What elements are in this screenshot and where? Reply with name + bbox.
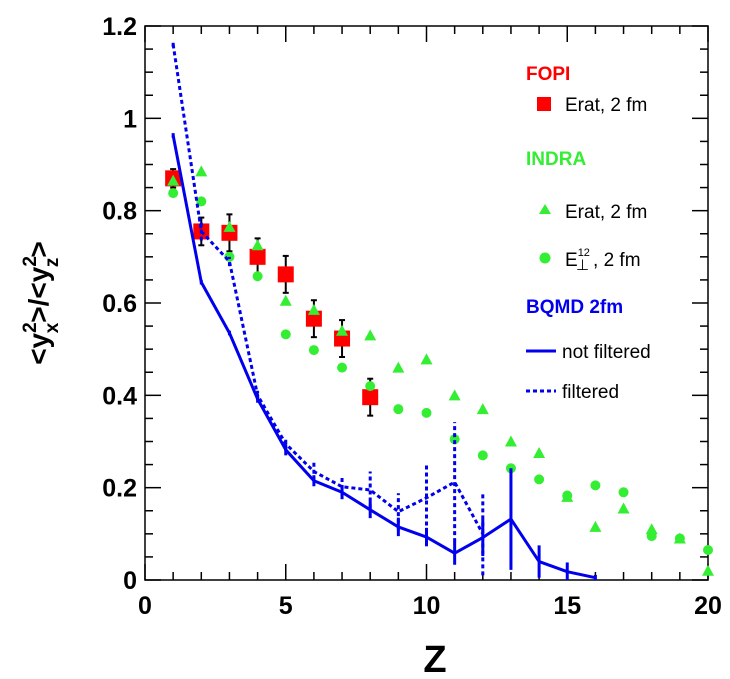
indra-triangle-point: [702, 564, 714, 576]
indra-triangle-point: [364, 329, 377, 341]
legend-marker-indra-triangle: [539, 204, 551, 214]
indra-triangle-point: [251, 239, 264, 251]
y-axis-title-prefix: <y: [23, 332, 54, 364]
indra-circle-point: [562, 490, 573, 501]
y-axis-title-sub1: x: [42, 322, 63, 333]
legend-label-indra-eperp-base: E: [565, 250, 578, 271]
indra-circle-point: [365, 381, 376, 392]
legend-marker-fopi-square: [537, 97, 551, 111]
indra-triangle-point: [476, 403, 489, 415]
indra-circle-point: [252, 271, 263, 282]
indra-triangle-point: [307, 303, 320, 315]
indra-circle-point: [308, 345, 319, 356]
indra-circle-point: [534, 474, 545, 485]
indra-circle-point: [703, 544, 713, 555]
legend-title-bqmd: BQMD 2fm: [526, 297, 623, 318]
indra-circle-point: [477, 450, 488, 461]
indra-circle-point: [674, 533, 685, 544]
indra-triangle-point: [420, 353, 433, 365]
series-0: [165, 168, 379, 417]
indra-circle-point: [590, 480, 601, 491]
y-axis-title-suffix: >: [23, 241, 54, 257]
indra-circle-point: [449, 434, 460, 445]
axis-tick-labels: 0 5 10 15 20 0 0.2 0.4 0.6 0.8 1 1.2: [102, 13, 722, 620]
x-axis-title: Z: [423, 639, 446, 679]
fopi-point: [362, 389, 379, 406]
legend-label-indra-eperp: E12 ⊥, 2 fm: [565, 247, 641, 274]
y-tick-label: 0.2: [102, 475, 137, 503]
x-tick-label: 5: [279, 592, 293, 620]
legend-label-fopi-erat: Erat, 2 fm: [565, 95, 647, 116]
indra-triangle-point: [167, 174, 180, 186]
indra-triangle-point: [392, 361, 405, 373]
legend-label-filtered: filtered: [562, 382, 619, 403]
indra-triangle-point: [645, 523, 658, 535]
indra-circle-point: [618, 487, 629, 498]
legend-title-fopi: FOPI: [526, 64, 570, 85]
indra-triangle-point: [448, 389, 461, 401]
legend-label-indra-eperp-tail: , 2 fm: [593, 250, 641, 271]
axis-ticks: [144, 25, 709, 581]
indra-triangle-point: [336, 324, 349, 336]
indra-circle-point: [421, 407, 432, 418]
indra-circle-point: [196, 196, 207, 207]
fopi-point: [277, 266, 294, 283]
x-tick-label: 0: [138, 592, 152, 620]
series-2: [168, 188, 713, 555]
legend-marker-indra-circle: [539, 252, 551, 264]
series-4: [171, 42, 485, 576]
indra-triangle-point: [589, 520, 602, 532]
y-axis-title: <y2x>/<y2z>: [20, 241, 63, 365]
indra-circle-point: [337, 362, 348, 373]
indra-circle-point: [168, 188, 179, 199]
indra-triangle-point: [195, 165, 208, 177]
y-axis-title-sup1: 2: [20, 322, 41, 333]
fopi-point: [249, 248, 266, 265]
y-tick-label: 0.6: [102, 290, 137, 318]
indra-circle-point: [393, 404, 404, 415]
legend-label-indra-eperp-sup: 12: [578, 247, 590, 259]
x-tick-label: 15: [553, 592, 581, 620]
legend-label-indra-eperp-sub: ⊥: [576, 257, 589, 274]
filtered-line: [171, 44, 485, 535]
indra-circle-point: [646, 531, 657, 542]
indra-triangle-point: [533, 447, 546, 459]
legend-title-indra: INDRA: [526, 149, 586, 170]
x-tick-label: 20: [694, 592, 722, 620]
y-axis-title-mid: >/<y: [23, 266, 54, 322]
y-tick-label: 0: [123, 567, 137, 595]
y-tick-label: 0.8: [102, 198, 137, 226]
y-axis-title-sub2: z: [42, 258, 63, 268]
x-tick-label: 10: [413, 592, 441, 620]
y-tick-label: 1: [123, 105, 137, 133]
legend: FOPI Erat, 2 fm INDRA Erat, 2 fm E12 ⊥, 2…: [526, 64, 651, 403]
y-tick-label: 0.4: [102, 382, 137, 410]
series-1: [167, 165, 714, 576]
legend-label-indra-erat: Erat, 2 fm: [565, 202, 647, 223]
indra-triangle-point: [279, 294, 292, 306]
y-tick-label: 1.2: [102, 13, 137, 41]
indra-triangle-point: [223, 220, 236, 232]
y-axis-title-sup2: 2: [20, 256, 41, 267]
indra-triangle-point: [617, 502, 630, 514]
series-3: [171, 133, 597, 580]
chart-marks: [165, 42, 714, 580]
not-filtered-line: [171, 135, 596, 580]
indra-circle-point: [280, 329, 291, 340]
legend-label-not-filtered: not filtered: [562, 342, 651, 363]
indra-triangle-point: [504, 435, 517, 447]
